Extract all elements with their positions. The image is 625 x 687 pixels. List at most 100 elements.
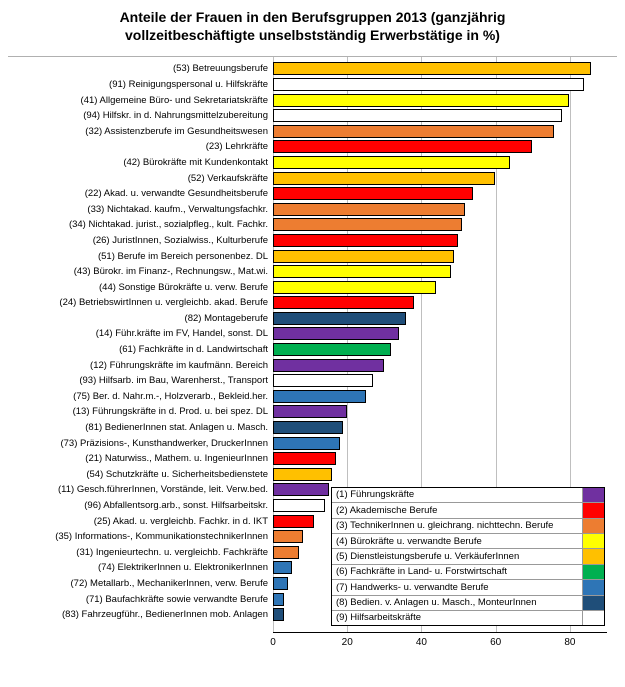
bar: [273, 172, 495, 185]
category-label: (91) Reinigungspersonal u. Hilfskräfte: [8, 77, 268, 93]
plot-area: (53) Betreuungsberufe(91) Reinigungspers…: [8, 56, 617, 654]
bar: [273, 390, 366, 403]
x-tick: 20: [342, 637, 353, 648]
bar: [273, 483, 329, 496]
category-label: (22) Akad. u. verwandte Gesundheitsberuf…: [8, 186, 268, 202]
category-label: (41) Allgemeine Büro- und Sekretariatskr…: [8, 93, 268, 109]
legend-label: (3) TechnikerInnen u. gleichrang. nichtt…: [332, 519, 582, 533]
bar: [273, 187, 473, 200]
category-label: (75) Ber. d. Nahr.m.-, Holzverarb., Bekl…: [8, 389, 268, 405]
legend-row: (2) Akademische Berufe: [332, 503, 604, 518]
bar-row: (43) Bürokr. im Finanz-, Rechnungsw., Ma…: [8, 264, 607, 280]
legend-row: (8) Bedien. v. Anlagen u. Masch., Monteu…: [332, 596, 604, 611]
legend-label: (5) Dienstleistungsberufe u. VerkäuferIn…: [332, 549, 582, 563]
legend-label: (9) Hilfsarbeitskräfte: [332, 611, 582, 625]
bar: [273, 405, 347, 418]
title-line-1: Anteile der Frauen in den Berufsgruppen …: [120, 9, 506, 25]
bar: [273, 608, 284, 621]
bar-row: (41) Allgemeine Büro- und Sekretariatskr…: [8, 93, 607, 109]
category-label: (83) Fahrzeugführ., BedienerInnen mob. A…: [8, 607, 268, 623]
bar-row: (23) Lehrkräfte: [8, 139, 607, 155]
bar: [273, 468, 332, 481]
bar: [273, 125, 554, 138]
legend-row: (3) TechnikerInnen u. gleichrang. nichtt…: [332, 519, 604, 534]
category-label: (82) Montageberufe: [8, 311, 268, 327]
bar: [273, 234, 458, 247]
bar: [273, 437, 340, 450]
category-label: (13) Führungskräfte in d. Prod. u. bei s…: [8, 404, 268, 420]
bar-row: (13) Führungskräfte in d. Prod. u. bei s…: [8, 404, 607, 420]
category-label: (21) Naturwiss., Mathem. u. IngenieurInn…: [8, 451, 268, 467]
category-label: (73) Präzisions-, Kunsthandwerker, Druck…: [8, 436, 268, 452]
legend-label: (2) Akademische Berufe: [332, 503, 582, 517]
category-label: (23) Lehrkräfte: [8, 139, 268, 155]
chart-container: Anteile der Frauen in den Berufsgruppen …: [8, 8, 617, 654]
x-tick: 40: [416, 637, 427, 648]
legend-label: (1) Führungskräfte: [332, 488, 582, 502]
bar: [273, 265, 451, 278]
bar: [273, 78, 584, 91]
legend-swatch: [582, 503, 604, 517]
legend-swatch: [582, 565, 604, 579]
bar: [273, 296, 414, 309]
bar: [273, 593, 284, 606]
category-label: (71) Baufachkräfte sowie verwandte Beruf…: [8, 592, 268, 608]
bar-row: (26) JuristInnen, Sozialwiss., Kulturber…: [8, 233, 607, 249]
bar: [273, 156, 510, 169]
legend-label: (4) Bürokräfte u. verwandte Berufe: [332, 534, 582, 548]
bar: [273, 281, 436, 294]
bar: [273, 250, 454, 263]
category-label: (35) Informations-, Kommunikationstechni…: [8, 529, 268, 545]
category-label: (44) Sonstige Bürokräfte u. verw. Berufe: [8, 280, 268, 296]
bar: [273, 203, 465, 216]
category-label: (14) Führ.kräfte im FV, Handel, sonst. D…: [8, 326, 268, 342]
category-label: (72) Metallarb., MechanikerInnen, verw. …: [8, 576, 268, 592]
bar: [273, 374, 373, 387]
x-tick: 60: [490, 637, 501, 648]
bar-row: (24) BetriebswirtInnen u. vergleichb. ak…: [8, 295, 607, 311]
category-label: (11) Gesch.führerInnen, Vorstände, leit.…: [8, 482, 268, 498]
category-label: (61) Fachkräfte in d. Landwirtschaft: [8, 342, 268, 358]
legend-swatch: [582, 549, 604, 563]
bar: [273, 94, 569, 107]
legend-row: (7) Handwerks- u. verwandte Berufe: [332, 580, 604, 595]
bar-row: (94) Hilfskr. in d. Nahrungsmittelzubere…: [8, 108, 607, 124]
category-label: (74) ElektrikerInnen u. ElektronikerInne…: [8, 560, 268, 576]
chart-title: Anteile der Frauen in den Berufsgruppen …: [8, 8, 617, 44]
category-label: (42) Bürokräfte mit Kundenkontakt: [8, 155, 268, 171]
x-tick: 80: [564, 637, 575, 648]
x-axis: 0 20 40 60 80: [273, 632, 607, 654]
legend-label: (6) Fachkräfte in Land- u. Forstwirtscha…: [332, 565, 582, 579]
legend: (1) Führungskräfte(2) Akademische Berufe…: [331, 487, 605, 627]
bar-row: (81) BedienerInnen stat. Anlagen u. Masc…: [8, 420, 607, 436]
bar-row: (44) Sonstige Bürokräfte u. verw. Berufe: [8, 280, 607, 296]
bar-row: (33) Nichtakad. kaufm., Verwaltungsfachk…: [8, 202, 607, 218]
bar: [273, 515, 314, 528]
category-label: (24) BetriebswirtInnen u. vergleichb. ak…: [8, 295, 268, 311]
legend-swatch: [582, 519, 604, 533]
category-label: (94) Hilfskr. in d. Nahrungsmittelzubere…: [8, 108, 268, 124]
legend-swatch: [582, 580, 604, 594]
bar: [273, 327, 399, 340]
bar-row: (34) Nichtakad. jurist., sozialpfleg., k…: [8, 217, 607, 233]
bar-row: (52) Verkaufskräfte: [8, 171, 607, 187]
bar: [273, 561, 292, 574]
bar: [273, 546, 299, 559]
category-label: (52) Verkaufskräfte: [8, 171, 268, 187]
bar: [273, 109, 562, 122]
category-label: (43) Bürokr. im Finanz-, Rechnungsw., Ma…: [8, 264, 268, 280]
x-tick: 0: [270, 637, 276, 648]
legend-row: (1) Führungskräfte: [332, 488, 604, 503]
bar-row: (32) Assistenzberufe im Gesundheitswesen: [8, 124, 607, 140]
bar: [273, 421, 343, 434]
bar: [273, 530, 303, 543]
bar: [273, 359, 384, 372]
category-label: (51) Berufe im Bereich personenbez. DL: [8, 249, 268, 265]
legend-row: (9) Hilfsarbeitskräfte: [332, 611, 604, 625]
bar-row: (61) Fachkräfte in d. Landwirtschaft: [8, 342, 607, 358]
bar: [273, 577, 288, 590]
legend-row: (5) Dienstleistungsberufe u. VerkäuferIn…: [332, 549, 604, 564]
category-label: (96) Abfallentsorg.arb., sonst. Hilfsarb…: [8, 498, 268, 514]
category-label: (25) Akad. u. vergleichb. Fachkr. in d. …: [8, 514, 268, 530]
bar-row: (93) Hilfsarb. im Bau, Warenherst., Tran…: [8, 373, 607, 389]
